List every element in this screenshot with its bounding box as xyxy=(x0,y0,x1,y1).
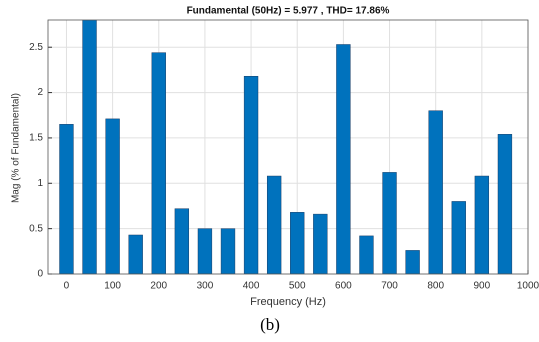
caption: (b) xyxy=(260,315,280,334)
x-tick-label: 900 xyxy=(474,281,491,292)
x-tick-label: 800 xyxy=(427,281,444,292)
y-tick-label: 1 xyxy=(37,178,43,189)
bar xyxy=(497,134,513,274)
bar xyxy=(128,234,143,274)
y-tick-label: 1.5 xyxy=(29,133,43,144)
bar xyxy=(59,124,74,274)
y-tick-label: 0 xyxy=(37,269,43,280)
plot-frame xyxy=(47,19,529,275)
chart-title: Fundamental (50Hz) = 5.977 , THD= 17.86% xyxy=(187,6,390,17)
bar xyxy=(290,212,305,274)
x-tick-label: 100 xyxy=(104,281,121,292)
bar xyxy=(382,172,397,274)
bar xyxy=(359,235,374,274)
x-tick-label: 1000 xyxy=(517,281,539,292)
y-tick-label: 2.5 xyxy=(29,42,43,53)
x-tick-label: 600 xyxy=(335,281,352,292)
bar xyxy=(243,75,259,274)
bar xyxy=(428,110,443,274)
bar xyxy=(266,175,282,274)
bar xyxy=(105,118,120,274)
x-tick-label: 400 xyxy=(243,281,260,292)
y-tick-label: 2 xyxy=(37,87,43,98)
x-axis-label: Frequency (Hz) xyxy=(250,296,326,308)
bar xyxy=(313,213,328,274)
x-tick-label: 700 xyxy=(381,281,398,292)
bar xyxy=(151,52,166,274)
bars xyxy=(59,20,513,274)
bar xyxy=(174,208,190,274)
bar xyxy=(220,228,236,274)
y-tick-label: 0.5 xyxy=(29,223,43,234)
x-tick-label: 200 xyxy=(150,281,167,292)
x-tick-label: 500 xyxy=(289,281,306,292)
x-tick-label: 300 xyxy=(197,281,214,292)
bar xyxy=(197,228,213,274)
bar xyxy=(405,250,420,274)
bar xyxy=(82,20,97,274)
bar xyxy=(336,44,351,274)
y-axis-label: Mag (% of Fundamental) xyxy=(11,93,22,203)
bar xyxy=(474,175,490,274)
x-tick-label: 0 xyxy=(64,281,70,292)
bar xyxy=(451,201,466,274)
